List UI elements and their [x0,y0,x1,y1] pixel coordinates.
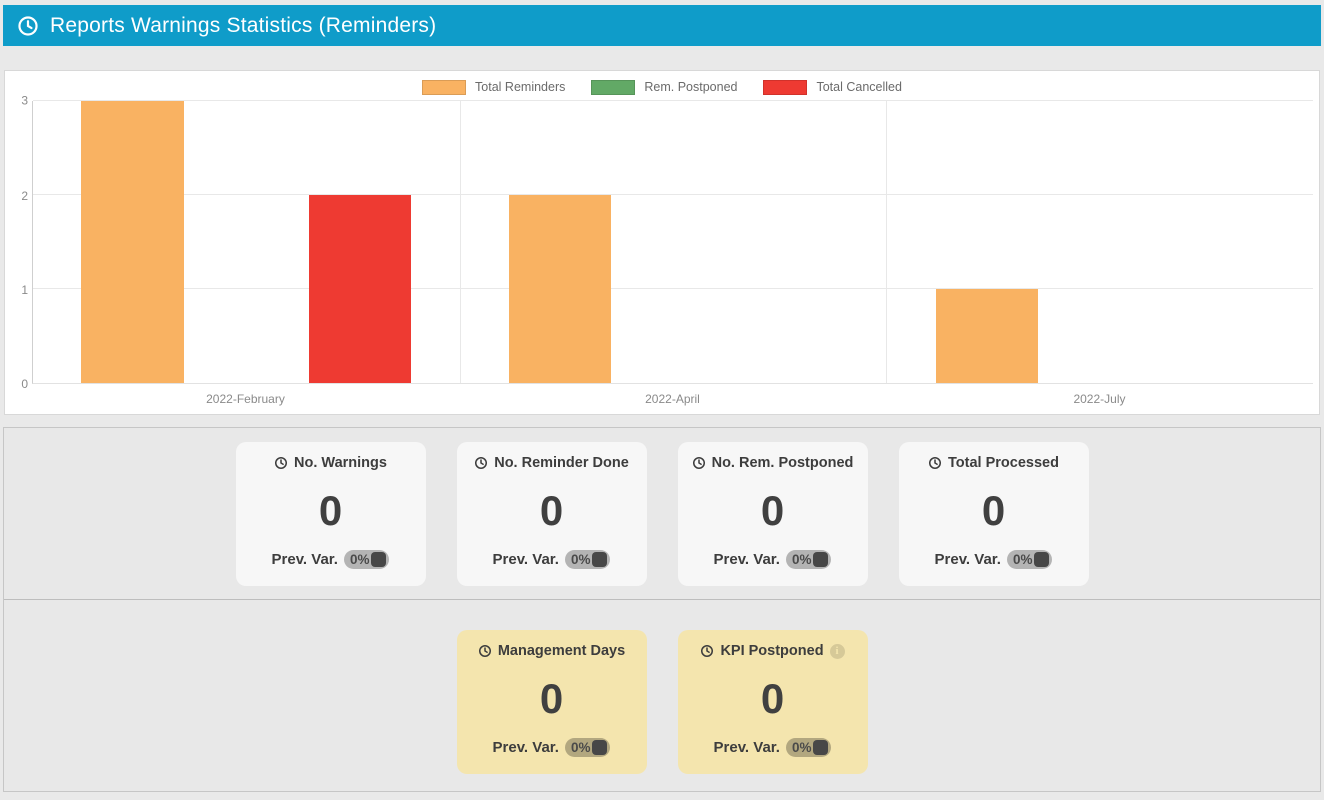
legend-swatch-total-cancelled [763,79,808,95]
legend-swatch-total-reminders [422,79,467,95]
prev-var-value: 0% [1012,552,1033,567]
prev-var-row: Prev. Var. 0% [714,738,832,757]
card-value: 0 [539,674,564,722]
prev-var-label: Prev. Var. [271,551,338,568]
card-title-row: Total Processed [928,455,1059,471]
prev-var-badge: 0% [343,550,390,569]
card-title: Total Processed [948,455,1059,471]
card-value: 0 [981,486,1006,534]
trend-block-icon [371,552,387,567]
clock-icon [17,15,39,37]
info-icon[interactable]: i [829,643,845,659]
x-axis: 2022-February 2022-April 2022-July [32,392,1313,412]
y-tick-3: 3 [21,93,28,108]
legend-label: Total Cancelled [816,80,902,94]
stat-card-no-reminder-done: No. Reminder Done 0 Prev. Var. 0% [456,442,647,586]
gridline-y-2 [33,194,1313,195]
card-title-row: Management Days [478,643,625,659]
card-value: 0 [318,486,343,534]
prev-var-value: 0% [570,552,591,567]
legend-item-rem-postponed[interactable]: Rem. Postponed [591,79,738,95]
legend-swatch-rem-postponed [591,79,636,95]
chart-plot[interactable]: 0 1 2 3 [21,94,1313,391]
clock-icon [928,456,942,470]
prev-var-value: 0% [791,740,812,755]
clock-icon [474,456,488,470]
trend-block-icon [592,552,608,567]
prev-var-badge: 0% [564,738,611,757]
stats-panel: No. Warnings 0 Prev. Var. 0% No. Reminder Do… [3,427,1321,792]
bar-total-reminders-2022-july[interactable] [935,289,1038,383]
x-tick-2022-april: 2022-April [645,392,700,406]
stat-card-no-warnings: No. Warnings 0 Prev. Var. 0% [235,442,426,586]
y-tick-1: 1 [21,283,28,298]
clock-icon [700,644,714,658]
prev-var-label: Prev. Var. [492,551,559,568]
prev-var-badge: 0% [1006,550,1053,569]
x-tick-2022-july: 2022-July [1073,392,1126,406]
legend-item-total-cancelled[interactable]: Total Cancelled [763,79,902,95]
prev-var-label: Prev. Var. [492,739,559,756]
stat-card-total-processed: Total Processed 0 Prev. Var. 0% [898,442,1089,586]
card-value: 0 [539,486,564,534]
card-title: No. Reminder Done [494,455,629,471]
trend-block-icon [1034,552,1050,567]
prev-var-label: Prev. Var. [713,551,780,568]
card-value: 0 [760,486,785,534]
card-title: Management Days [497,643,626,659]
reminders-chart-panel: Total Reminders Rem. Postponed Total Cance… [4,70,1320,415]
prev-var-badge: 0% [785,738,832,757]
prev-var-value: 0% [791,552,812,567]
stat-card-management-days: Management Days 0 Prev. Var. 0% [456,630,647,774]
prev-var-row: Prev. Var. 0% [272,550,390,569]
stat-card-no-rem-postponed: No. Rem. Postponed 0 Prev. Var. 0% [677,442,868,586]
card-value: 0 [760,674,785,722]
bar-total-reminders-2022-april[interactable] [508,195,612,383]
trend-block-icon [813,740,829,755]
card-title-row: No. Rem. Postponed [692,455,854,471]
prev-var-badge: 0% [785,550,832,569]
bar-group-2022-april [459,101,887,383]
legend-label: Rem. Postponed [644,80,738,94]
bar-group-2022-july [886,101,1313,383]
y-tick-0: 0 [21,377,28,391]
prev-var-row: Prev. Var. 0% [493,738,611,757]
card-title: No. Warnings [294,455,387,471]
bar-total-cancelled-2022-february[interactable] [308,195,412,383]
gridline-y-1 [33,288,1313,289]
prev-var-value: 0% [570,740,591,755]
clock-icon [692,456,706,470]
trend-block-icon [592,740,608,755]
gridline-y-3 [33,100,1313,101]
bar-total-reminders-2022-february[interactable] [81,101,184,383]
page-header: Reports Warnings Statistics (Reminders) [3,5,1321,46]
prev-var-value: 0% [349,552,370,567]
chart-legend: Total Reminders Rem. Postponed Total Cance… [5,78,1319,96]
prev-var-label: Prev. Var. [934,551,1001,568]
stats-row-counters: No. Warnings 0 Prev. Var. 0% No. Reminder Do… [4,428,1320,600]
stats-row-kpi: Management Days 0 Prev. Var. 0% KPI Postpone… [4,600,1320,774]
page-title: Reports Warnings Statistics (Reminders) [50,13,437,37]
card-title-row: No. Warnings [274,455,387,471]
card-title-row: No. Reminder Done [474,455,629,471]
trend-block-icon [813,552,829,567]
prev-var-badge: 0% [564,550,611,569]
prev-var-row: Prev. Var. 0% [714,550,832,569]
card-title: KPI Postponed [720,643,824,659]
card-title-row: KPI Postponed i [700,643,845,659]
prev-var-label: Prev. Var. [713,739,780,756]
bar-group-2022-february [33,101,460,383]
y-tick-2: 2 [21,189,28,204]
prev-var-row: Prev. Var. 0% [935,550,1053,569]
prev-var-row: Prev. Var. 0% [493,550,611,569]
clock-icon [478,644,492,658]
legend-label: Total Reminders [475,80,566,94]
x-tick-2022-february: 2022-February [206,392,285,406]
legend-item-total-reminders[interactable]: Total Reminders [422,79,566,95]
card-title: No. Rem. Postponed [711,455,854,471]
stat-card-kpi-postponed: KPI Postponed i 0 Prev. Var. 0% [677,630,868,774]
clock-icon [274,456,288,470]
